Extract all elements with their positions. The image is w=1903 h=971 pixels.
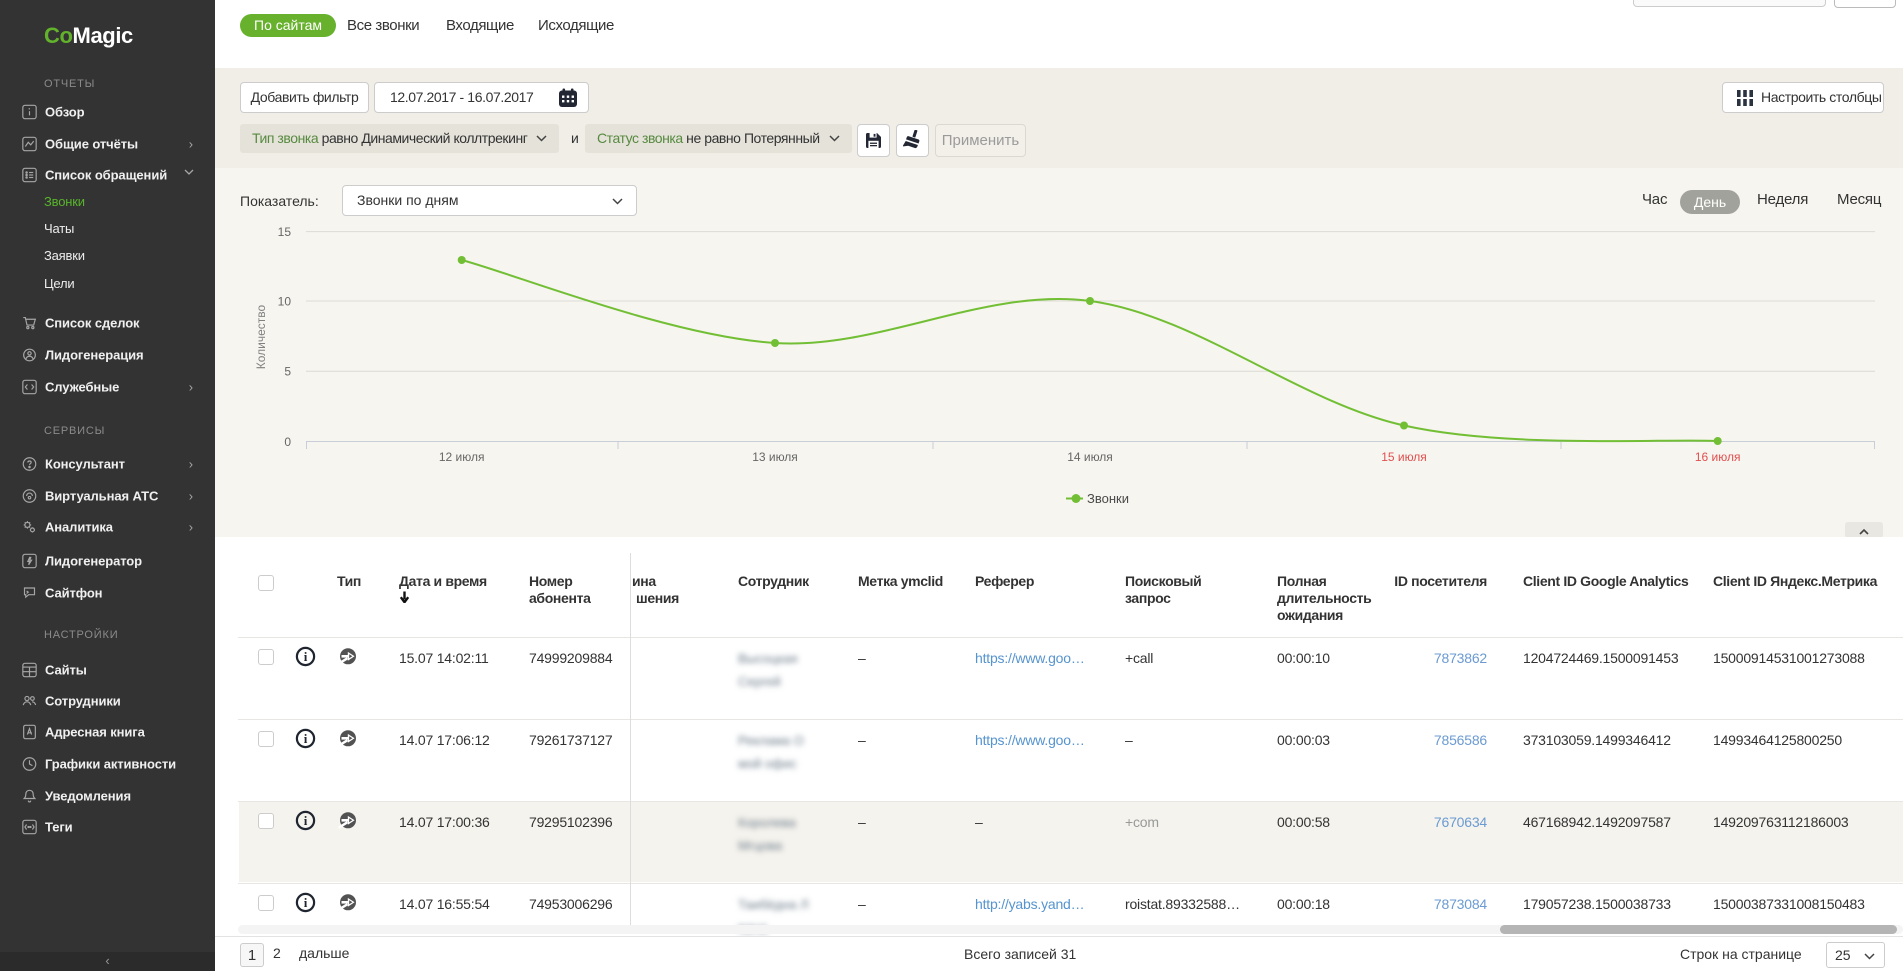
- svg-text:Звонки: Звонки: [1087, 491, 1129, 506]
- svg-text:13 июля: 13 июля: [752, 450, 798, 464]
- svg-text:i: i: [304, 895, 308, 910]
- svg-text:15 июля: 15 июля: [1381, 450, 1427, 464]
- svg-text:i: i: [304, 813, 308, 828]
- svg-text:0: 0: [284, 435, 291, 449]
- svg-text:16 июля: 16 июля: [1695, 450, 1741, 464]
- svg-text:14 июля: 14 июля: [1067, 450, 1113, 464]
- svg-text:Количество: Количество: [254, 304, 268, 369]
- svg-text:5: 5: [284, 365, 291, 379]
- svg-text:i: i: [304, 731, 308, 746]
- svg-text:12 июля: 12 июля: [439, 450, 485, 464]
- svg-text:10: 10: [278, 294, 292, 308]
- svg-text:i: i: [304, 649, 308, 664]
- svg-text:15: 15: [278, 225, 292, 239]
